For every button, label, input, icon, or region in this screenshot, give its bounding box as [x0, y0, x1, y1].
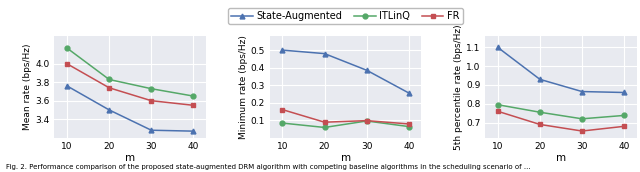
ITLinQ	[494, 104, 502, 106]
Line: ITLinQ: ITLinQ	[280, 119, 412, 130]
State-Augmented	[321, 53, 328, 55]
FR	[536, 123, 544, 126]
State-Augmented	[620, 92, 628, 94]
State-Augmented	[189, 130, 197, 132]
ITLinQ	[106, 78, 113, 80]
Line: State-Augmented: State-Augmented	[65, 84, 196, 134]
Y-axis label: 5th percentile rate (bps/Hz): 5th percentile rate (bps/Hz)	[454, 24, 463, 150]
Line: ITLinQ: ITLinQ	[495, 102, 627, 121]
ITLinQ	[63, 47, 71, 49]
State-Augmented	[578, 90, 586, 93]
ITLinQ	[536, 111, 544, 113]
FR	[278, 109, 286, 111]
X-axis label: m: m	[556, 153, 566, 163]
FR	[63, 63, 71, 65]
Line: State-Augmented: State-Augmented	[495, 45, 627, 95]
Y-axis label: Mean rate (bps/Hz): Mean rate (bps/Hz)	[24, 44, 33, 130]
X-axis label: m: m	[340, 153, 351, 163]
FR	[494, 110, 502, 112]
ITLinQ	[405, 126, 413, 128]
FR	[578, 130, 586, 132]
Legend: State-Augmented, ITLinQ, FR: State-Augmented, ITLinQ, FR	[228, 8, 463, 24]
FR	[363, 120, 371, 122]
State-Augmented	[106, 109, 113, 111]
FR	[106, 87, 113, 89]
ITLinQ	[578, 118, 586, 120]
FR	[189, 104, 197, 106]
State-Augmented	[536, 78, 544, 80]
ITLinQ	[363, 120, 371, 122]
Text: Fig. 2. Performance comparison of the proposed state-augmented DRM algorithm wit: Fig. 2. Performance comparison of the pr…	[6, 164, 531, 170]
ITLinQ	[321, 126, 328, 128]
ITLinQ	[147, 88, 155, 90]
ITLinQ	[278, 122, 286, 124]
State-Augmented	[405, 92, 413, 94]
FR	[147, 100, 155, 102]
FR	[620, 125, 628, 127]
FR	[405, 123, 413, 125]
ITLinQ	[620, 114, 628, 116]
Line: FR: FR	[495, 109, 627, 133]
ITLinQ	[189, 95, 197, 97]
State-Augmented	[147, 129, 155, 131]
State-Augmented	[278, 49, 286, 51]
Line: FR: FR	[280, 107, 412, 126]
State-Augmented	[363, 69, 371, 71]
State-Augmented	[494, 46, 502, 49]
Line: FR: FR	[65, 61, 196, 108]
FR	[321, 121, 328, 123]
Y-axis label: Minimum rate (bps/Hz): Minimum rate (bps/Hz)	[239, 35, 248, 139]
Line: State-Augmented: State-Augmented	[280, 48, 412, 95]
State-Augmented	[63, 85, 71, 87]
Line: ITLinQ: ITLinQ	[65, 46, 196, 99]
X-axis label: m: m	[125, 153, 135, 163]
